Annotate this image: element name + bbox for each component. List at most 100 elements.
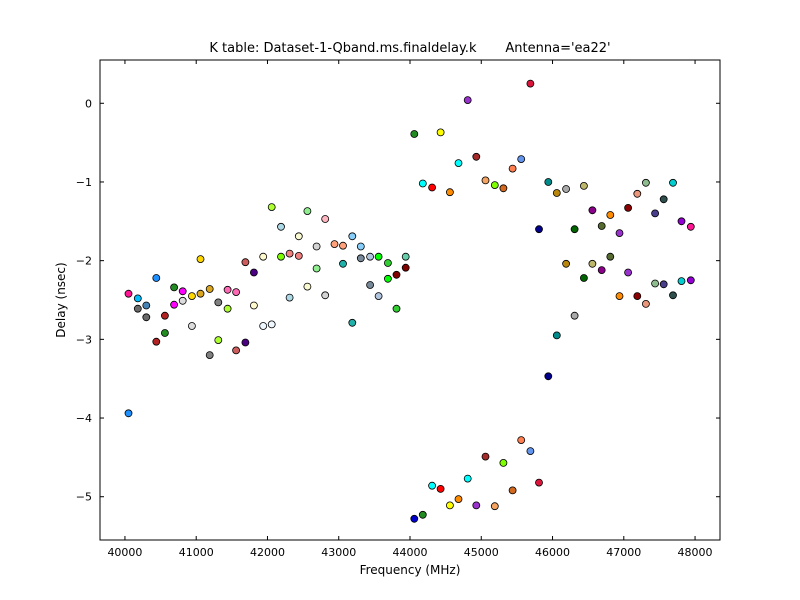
data-point — [259, 322, 268, 330]
data-point — [267, 320, 276, 329]
data-point — [642, 299, 650, 308]
x-tick-label: 44000 — [393, 546, 428, 559]
data-point — [499, 458, 508, 467]
data-point — [187, 292, 196, 301]
data-point — [303, 207, 312, 216]
data-point — [232, 288, 241, 297]
x-tick-label: 41000 — [179, 546, 214, 559]
data-point — [223, 285, 232, 294]
data-point — [552, 189, 561, 197]
data-point — [570, 311, 579, 320]
data-point — [633, 292, 642, 301]
data-point — [232, 346, 241, 355]
data-point — [436, 484, 445, 493]
data-point — [330, 240, 339, 249]
data-point — [374, 252, 383, 261]
data-point — [490, 181, 499, 190]
data-point — [615, 229, 624, 238]
data-point — [170, 300, 179, 309]
data-point — [588, 206, 597, 215]
data-point — [454, 495, 463, 504]
data-point — [170, 283, 179, 292]
data-point — [445, 188, 454, 197]
data-point — [366, 252, 375, 261]
data-point — [588, 259, 597, 268]
data-point — [597, 222, 606, 230]
data-point — [544, 372, 553, 381]
data-point — [526, 447, 535, 456]
data-point — [312, 242, 321, 251]
data-point — [142, 313, 151, 322]
data-point — [196, 289, 205, 298]
data-point — [410, 130, 419, 138]
data-point — [356, 254, 365, 263]
data-point — [642, 178, 650, 187]
data-point — [160, 329, 169, 337]
x-tick-label: 45000 — [464, 546, 499, 559]
data-point — [669, 178, 677, 187]
x-tick-label: 48000 — [678, 546, 713, 559]
data-point — [214, 298, 223, 307]
data-point — [686, 276, 695, 285]
x-tick-label: 43000 — [321, 546, 356, 559]
data-point — [428, 183, 437, 192]
data-point — [508, 486, 517, 495]
data-point — [686, 222, 695, 231]
y-tick-label: −2 — [76, 255, 92, 268]
data-point — [677, 217, 686, 226]
data-point — [294, 251, 303, 260]
data-point — [267, 203, 276, 212]
data-point — [152, 337, 161, 346]
data-point — [196, 255, 205, 264]
data-point — [321, 215, 330, 223]
data-point — [651, 209, 659, 218]
data-point — [259, 252, 268, 261]
data-point — [517, 155, 526, 164]
data-point — [463, 96, 472, 104]
data-point — [669, 291, 677, 300]
data-point — [142, 301, 151, 310]
data-point — [428, 481, 437, 490]
chart-title: K table: Dataset-1-Qband.ms.finaldelay.k… — [209, 41, 610, 56]
data-point — [249, 301, 258, 310]
data-point — [374, 292, 383, 301]
data-point — [535, 478, 543, 487]
data-point — [392, 304, 401, 313]
data-point — [580, 274, 588, 282]
data-point — [517, 436, 526, 445]
data-points — [124, 79, 695, 523]
data-point — [401, 252, 410, 261]
data-point — [624, 268, 632, 277]
data-point — [241, 258, 250, 267]
data-point — [633, 189, 642, 198]
data-point — [490, 502, 499, 511]
data-point — [508, 164, 517, 173]
x-tick-label: 46000 — [535, 546, 570, 559]
data-point — [401, 263, 410, 272]
data-point — [651, 279, 659, 288]
data-point — [659, 280, 668, 289]
data-point — [499, 184, 508, 193]
data-point — [285, 249, 294, 258]
y-tick-label: 0 — [85, 97, 92, 110]
data-point — [580, 181, 588, 190]
data-point — [124, 289, 133, 298]
data-point — [472, 152, 481, 161]
data-point — [321, 291, 330, 300]
x-axis-label: Frequency (MHz) — [360, 563, 461, 577]
data-point — [312, 264, 321, 273]
data-point — [677, 277, 686, 286]
data-point — [133, 294, 142, 303]
data-point — [418, 510, 427, 519]
data-point — [436, 128, 445, 137]
data-point — [303, 282, 312, 291]
data-point — [544, 178, 553, 186]
x-tick-label: 40000 — [107, 546, 142, 559]
x-tick-label: 47000 — [606, 546, 641, 559]
data-point — [205, 285, 214, 293]
x-axis-ticks: 40000 41000 42000 43000 44000 45000 46000 47000… — [107, 60, 713, 559]
y-tick-label: −1 — [76, 176, 92, 189]
data-point — [178, 287, 187, 296]
